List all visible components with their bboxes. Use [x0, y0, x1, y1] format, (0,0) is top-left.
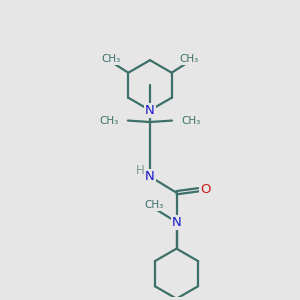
Text: CH₃: CH₃	[101, 54, 120, 64]
Text: O: O	[200, 183, 210, 196]
Text: H: H	[136, 164, 145, 176]
Text: N: N	[145, 104, 155, 117]
Text: CH₃: CH₃	[182, 116, 201, 126]
Text: CH₃: CH₃	[180, 54, 199, 64]
Text: CH₃: CH₃	[144, 200, 163, 210]
Text: N: N	[145, 170, 155, 183]
Text: CH₃: CH₃	[99, 116, 119, 126]
Text: N: N	[172, 216, 182, 229]
